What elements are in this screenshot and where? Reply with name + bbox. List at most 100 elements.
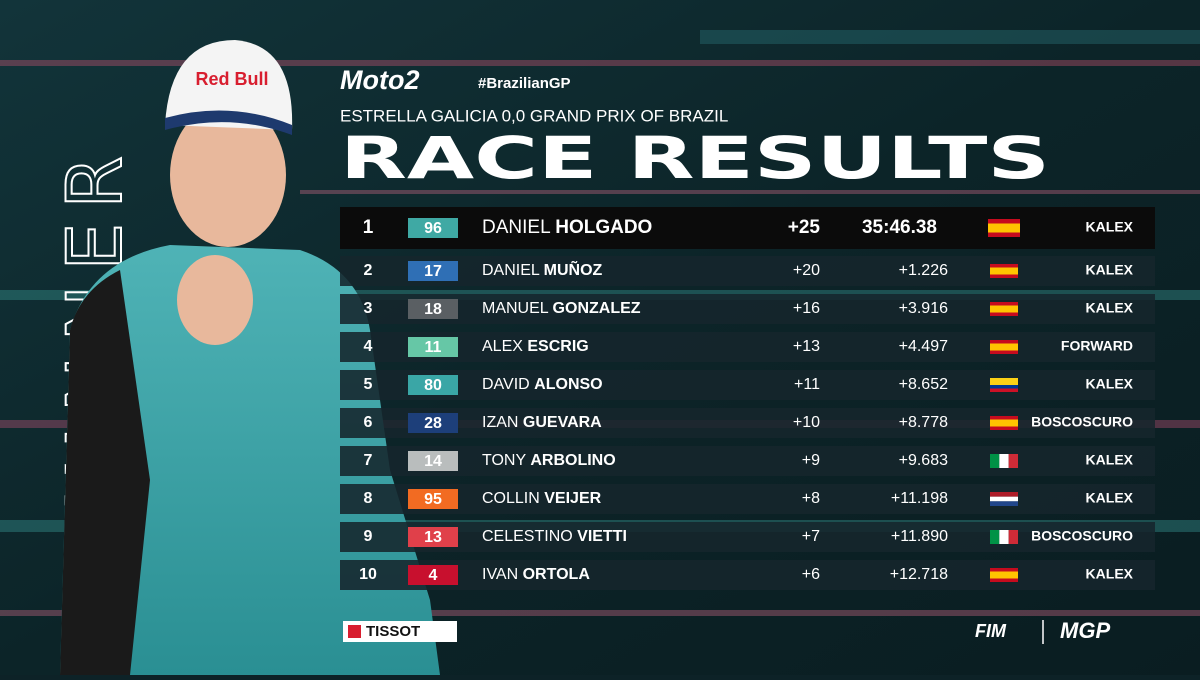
number-badge	[408, 527, 458, 547]
time: +11.198	[891, 490, 948, 507]
mgp-logo: MGP	[1060, 618, 1110, 643]
title: RACE RESULTS	[340, 124, 1050, 192]
flag-stripe	[990, 347, 1018, 351]
team: KALEX	[1086, 452, 1134, 468]
flag-stripe	[1008, 530, 1018, 544]
row-background	[340, 332, 1155, 362]
flag-stripe	[990, 271, 1018, 275]
footer: TISSOT FIM MGP	[343, 618, 1110, 644]
rider-name: COLLIN VEIJER	[482, 490, 602, 507]
flag-stripe	[990, 350, 1018, 354]
team: KALEX	[1086, 262, 1134, 278]
flag	[988, 219, 1020, 237]
row-background	[340, 560, 1155, 590]
flag-stripe	[1008, 454, 1018, 468]
number-badge	[408, 375, 458, 395]
flag	[990, 454, 1018, 468]
streak	[700, 30, 1200, 44]
position: 10	[359, 566, 377, 583]
rider-name: IZAN GUEVARA	[482, 414, 602, 431]
number-badge	[408, 565, 458, 585]
flag	[990, 568, 1018, 582]
flag-stripe	[990, 426, 1018, 430]
sponsor-box	[343, 621, 457, 642]
position: 1	[363, 217, 374, 238]
rider-number: 13	[424, 529, 442, 546]
sponsor-icon	[348, 625, 361, 638]
last-name: ESCRIG	[527, 338, 588, 355]
first-name: MANUEL	[482, 300, 549, 317]
rider-name: ALEX ESCRIG	[482, 338, 589, 355]
flag-stripe	[990, 305, 1018, 309]
team: KALEX	[1086, 376, 1134, 392]
points: +8	[802, 490, 820, 507]
rider-name: IVAN ORTOLA	[482, 566, 590, 583]
last-name: ALONSO	[534, 376, 602, 393]
first-name: COLLIN	[482, 490, 540, 507]
points: +13	[793, 338, 820, 355]
last-name: GONZALEZ	[553, 300, 641, 317]
rider-fist	[177, 255, 253, 345]
time: +8.652	[899, 376, 948, 393]
flag	[990, 492, 1018, 506]
flag-stripe	[999, 530, 1009, 544]
streak	[0, 610, 1200, 616]
rider-number: 28	[424, 415, 442, 432]
flag-stripe	[990, 423, 1018, 427]
time: 35:46.38	[862, 217, 937, 238]
flag-stripe	[990, 416, 1018, 420]
row-background	[340, 370, 1155, 400]
flag-stripe	[990, 378, 1018, 382]
rider-sleeve	[60, 270, 150, 675]
flag-stripe	[990, 419, 1018, 423]
flag-stripe	[990, 309, 1018, 313]
last-name: MUÑOZ	[544, 259, 603, 279]
result-row: 4 11 ALEX ESCRIG +13 +4.497 FORWARD	[340, 332, 1155, 362]
first-name: CELESTINO	[482, 528, 573, 545]
last-name: HOLGADO	[555, 217, 652, 238]
sponsor: TISSOT	[366, 623, 420, 640]
first-name: DANIEL	[482, 262, 540, 279]
flag-stripe	[990, 302, 1018, 306]
position: 9	[364, 528, 373, 545]
flag-stripe	[990, 575, 1018, 579]
last-name: ARBOLINO	[530, 452, 615, 469]
flag-stripe	[999, 454, 1009, 468]
time: +3.916	[899, 300, 948, 317]
rider-name: DAVID ALONSO	[482, 376, 603, 393]
flag-stripe	[988, 219, 1020, 224]
result-row: 10 4 IVAN ORTOLA +6 +12.718 KALEX	[340, 560, 1155, 590]
flag	[990, 340, 1018, 354]
flag	[990, 416, 1018, 430]
team: BOSCOSCURO	[1031, 528, 1133, 544]
row-background	[340, 294, 1155, 324]
row-background	[340, 408, 1155, 438]
team: FORWARD	[1061, 338, 1133, 354]
result-row: 9 13 CELESTINO VIETTI +7 +11.890 BOSCOSCURO	[340, 522, 1155, 552]
last-name: VEIJER	[544, 490, 601, 507]
flag-stripe	[990, 343, 1018, 347]
time: +9.683	[899, 452, 948, 469]
rider-number: 4	[429, 567, 438, 584]
team: BOSCOSCURO	[1031, 414, 1133, 430]
flag	[990, 302, 1018, 316]
position: 7	[364, 452, 373, 469]
number-badge	[408, 218, 458, 238]
flag-stripe	[988, 228, 1020, 233]
rider-number: 14	[424, 453, 442, 470]
points: +25	[788, 217, 821, 238]
position: 2	[364, 262, 373, 279]
rider-cap	[165, 40, 293, 130]
number-badge	[408, 337, 458, 357]
flag	[990, 378, 1018, 392]
header: Moto2 #BrazilianGP ESTRELLA GALICIA 0,0 …	[340, 65, 1050, 192]
result-row: 8 95 COLLIN VEIJER +8 +11.198 KALEX	[340, 484, 1155, 514]
rider-number: 80	[424, 377, 442, 394]
first-name: IZAN	[482, 414, 518, 431]
number-badge	[408, 413, 458, 433]
points: +11	[794, 376, 820, 393]
flag-stripe	[990, 340, 1018, 344]
points: +9	[802, 452, 820, 469]
